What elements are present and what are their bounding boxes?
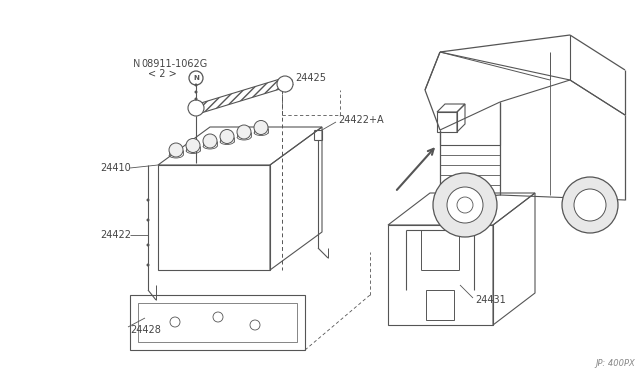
- Circle shape: [562, 177, 618, 233]
- Circle shape: [195, 90, 198, 93]
- Circle shape: [237, 125, 251, 139]
- Circle shape: [277, 76, 293, 92]
- Circle shape: [254, 121, 268, 135]
- Circle shape: [147, 199, 150, 202]
- Text: JP: 400PX: JP: 400PX: [595, 359, 635, 368]
- Circle shape: [188, 100, 204, 116]
- Circle shape: [203, 134, 217, 148]
- Circle shape: [189, 71, 203, 85]
- Circle shape: [147, 218, 150, 221]
- Text: N: N: [133, 59, 140, 69]
- Circle shape: [220, 129, 234, 144]
- Text: 24410: 24410: [100, 163, 131, 173]
- Circle shape: [147, 244, 150, 247]
- Circle shape: [457, 197, 473, 213]
- Text: 08911-1062G: 08911-1062G: [141, 59, 207, 69]
- Circle shape: [447, 187, 483, 223]
- Circle shape: [574, 189, 606, 221]
- Circle shape: [195, 97, 198, 100]
- Text: < 2 >: < 2 >: [148, 69, 177, 79]
- Text: N: N: [193, 75, 199, 81]
- Polygon shape: [201, 79, 280, 113]
- Text: 24422: 24422: [100, 230, 131, 240]
- Circle shape: [433, 173, 497, 237]
- Text: 24425: 24425: [295, 73, 326, 83]
- Circle shape: [195, 83, 198, 87]
- Text: 24428: 24428: [130, 325, 161, 335]
- Circle shape: [147, 263, 150, 266]
- Circle shape: [169, 143, 183, 157]
- Circle shape: [186, 138, 200, 153]
- Text: 24431: 24431: [475, 295, 506, 305]
- Text: 24422+A: 24422+A: [338, 115, 383, 125]
